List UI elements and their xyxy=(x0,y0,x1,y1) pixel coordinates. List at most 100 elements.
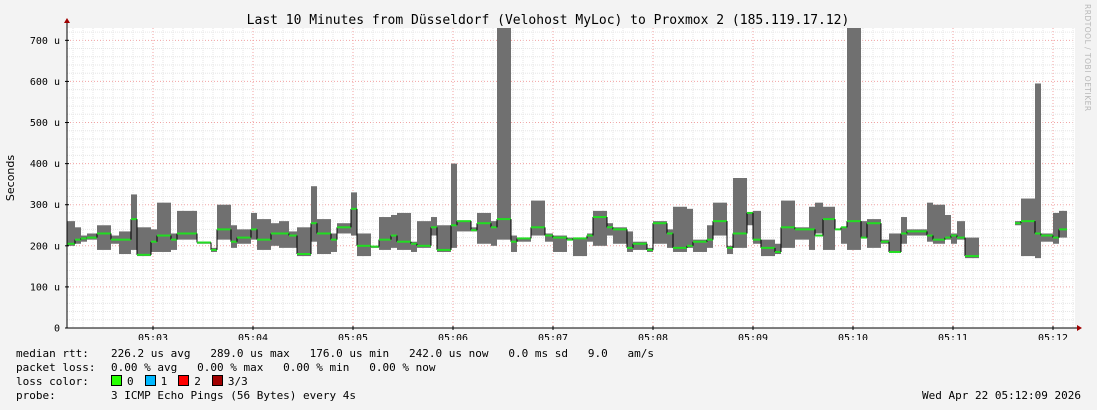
y-tick-label: 700 u xyxy=(30,36,60,47)
loss-color-legend-label: 1 xyxy=(160,375,168,388)
smoke-bar xyxy=(1059,210,1067,238)
smoke-bar xyxy=(477,212,491,244)
smoke-bar xyxy=(613,227,627,244)
smoke-bar xyxy=(279,221,289,248)
y-tick-label: 0 xyxy=(54,324,60,335)
loss-color-label: loss color: xyxy=(16,375,89,388)
loss-color-legend-label: 0 xyxy=(127,375,134,388)
x-axis-arrow xyxy=(1077,325,1082,331)
y-tick-labels: 0 100 u 200 u 300 u 400 u 500 u 600 u 700 u xyxy=(30,36,69,335)
plot-area xyxy=(67,28,1075,328)
smoke-bar xyxy=(1021,198,1035,257)
smoke-bar xyxy=(627,231,633,252)
smoke-bar xyxy=(753,210,761,244)
smoke-bar xyxy=(867,219,881,248)
smoke-bar xyxy=(823,206,835,250)
smoke-bar xyxy=(257,219,271,250)
smoke-bar xyxy=(67,221,75,246)
smoke-bar xyxy=(451,163,457,248)
smoke-bar xyxy=(733,178,747,248)
x-tick-label: 05:10 xyxy=(838,333,868,340)
y-tick-label: 400 u xyxy=(30,159,60,170)
smoke-bar xyxy=(237,229,251,244)
smoke-bar xyxy=(747,212,753,226)
smoke-bar xyxy=(815,202,823,234)
smoke-bar xyxy=(587,233,593,242)
smoke-bar xyxy=(491,221,497,246)
rrdtool-watermark: RRDTOOL / TOBI OETIKER xyxy=(1083,4,1092,112)
smoke-bar xyxy=(1041,233,1053,242)
probe-row: probe: 3 ICMP Echo Pings (56 Bytes) every… xyxy=(16,389,356,403)
smoke-bar xyxy=(775,243,781,255)
smoke-bar xyxy=(907,229,927,236)
y-tick-label: 600 u xyxy=(30,77,60,88)
axes xyxy=(64,18,1082,331)
smoke-bar xyxy=(933,204,945,244)
smoke-bar xyxy=(119,231,131,255)
probe-label: probe: xyxy=(16,389,56,402)
median-rtt-values: 226.2 us avg 289.0 us max 176.0 us min 2… xyxy=(111,347,655,360)
x-tick-label: 05:12 xyxy=(1038,333,1068,340)
smoke-bar xyxy=(673,206,687,252)
smoke-bar xyxy=(847,28,861,250)
smoke-bar xyxy=(951,233,957,244)
x-tick-label: 05:08 xyxy=(638,333,668,340)
smoke-bar xyxy=(693,239,707,252)
smoke-bar xyxy=(667,229,673,248)
smoke-bar xyxy=(653,221,667,244)
smoke-bar xyxy=(137,227,151,257)
smoke-bar xyxy=(567,237,573,240)
smoke-bar xyxy=(965,237,979,259)
smoke-bar xyxy=(331,233,337,252)
x-tick-label: 05:07 xyxy=(538,333,568,340)
smoke-bar xyxy=(517,237,531,242)
packet-loss-values: 0.00 % avg 0.00 % max 0.00 % min 0.00 % … xyxy=(111,361,436,374)
smoke-bar xyxy=(593,210,607,246)
grid xyxy=(67,28,1075,329)
smoke-bar xyxy=(171,233,177,250)
median-rtt-row: median rtt: 226.2 us avg 289.0 us max 176… xyxy=(16,347,654,361)
smoke-bar xyxy=(727,245,733,255)
smoke-bar xyxy=(707,225,713,248)
smoke-bar xyxy=(607,223,613,236)
smoke-bar xyxy=(545,233,553,242)
smoke-bar xyxy=(271,223,279,246)
smoke-bar xyxy=(889,233,901,252)
loss-color-swatch xyxy=(211,375,223,386)
smoke-bar xyxy=(497,28,511,240)
loss-color-legend-label: 2 xyxy=(194,375,201,388)
loss-color-swatch xyxy=(144,375,156,386)
median-line xyxy=(67,207,1067,258)
smoke-bar xyxy=(901,217,907,244)
smoke-bar xyxy=(317,219,331,255)
y-axis-label: Seconds xyxy=(4,155,17,201)
smoke-bar xyxy=(311,186,317,242)
y-tick-label: 500 u xyxy=(30,118,60,129)
x-tick-labels: 05:03 05:04 05:05 05:06 05:07 05:08 05:09 05:10… xyxy=(138,326,1068,340)
y-tick-label: 200 u xyxy=(30,241,60,252)
smoke-bar xyxy=(781,200,795,248)
y-tick-label: 100 u xyxy=(30,282,60,293)
smoke-bar xyxy=(131,194,137,250)
smoke-bar xyxy=(861,221,867,238)
smoke-bar xyxy=(531,200,545,236)
smoke-bar xyxy=(795,227,809,240)
timestamp: Wed Apr 22 05:12:09 2026 xyxy=(922,389,1081,402)
x-tick-label: 05:11 xyxy=(938,333,968,340)
x-tick-label: 05:06 xyxy=(438,333,468,340)
loss-color-row: loss color: 0 1 2 3/3 xyxy=(16,375,259,389)
smoke-bar xyxy=(297,227,311,257)
y-tick-label: 300 u xyxy=(30,200,60,211)
x-tick-label: 05:05 xyxy=(338,333,368,340)
smoke-bar xyxy=(97,225,111,250)
y-axis-arrow xyxy=(64,18,70,23)
smoke-bar xyxy=(437,225,451,252)
smoke-bar xyxy=(957,221,965,240)
smoke-bar xyxy=(457,221,471,232)
smoke-bar xyxy=(511,235,517,252)
smoke-bar xyxy=(151,229,157,252)
smoke-bar xyxy=(809,206,815,250)
smoke-bar xyxy=(945,214,951,240)
packet-loss-row: packet loss: 0.00 % avg 0.00 % max 0.00 %… xyxy=(16,361,436,375)
